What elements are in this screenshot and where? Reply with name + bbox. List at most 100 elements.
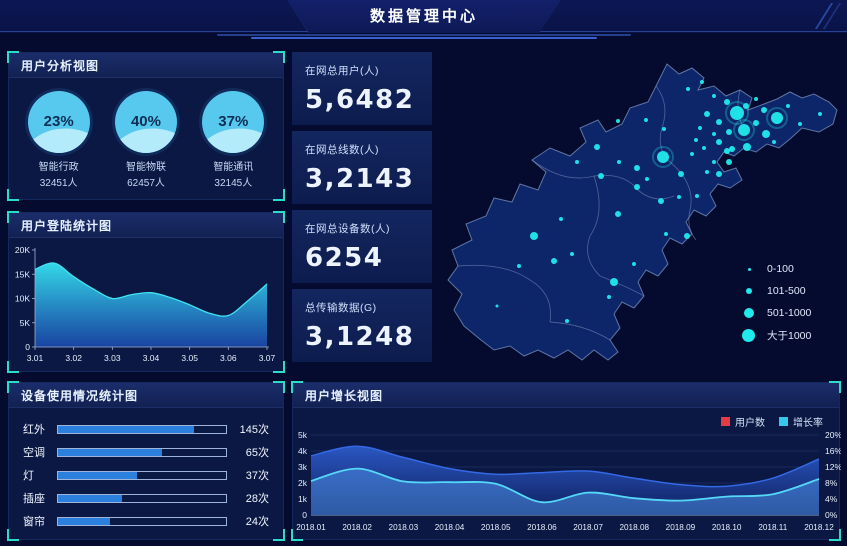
map-dot [700,80,704,84]
map-dot [616,119,620,123]
axis-label: 4% [825,494,838,504]
map-dot [634,165,640,171]
map-dot [818,112,822,116]
map-dot [754,97,758,101]
liquid-gauge: 23% 智能行政 32451人 [17,91,101,191]
map-dot [658,198,664,204]
axis-label: 2018.07 [573,523,603,532]
map-size-legend: 0-100 101-500 501-1000 大于1000 [742,262,811,342]
device-label: 灯 [23,470,34,482]
axis-label: 2018.10 [712,523,742,532]
axis-label: 2018.03 [389,523,419,532]
map-dot [786,104,790,108]
device-label: 窗帘 [23,516,45,528]
map-dot [677,195,681,199]
map-dot [610,278,618,286]
map-dot [702,146,706,150]
corner-bracket [273,381,285,393]
login-area [35,262,267,347]
map-outline [447,63,838,361]
axis-label: 3.05 [181,353,198,363]
corner-bracket [7,529,19,541]
map-dot-halo [652,146,674,168]
map-dot [724,99,730,105]
corner-bracket [7,361,19,373]
map-dot [615,211,621,217]
map-dot [695,194,699,198]
panel-header: 设备使用情况统计图 [9,383,283,408]
axis-label: 2018.09 [666,523,696,532]
map-dot [559,217,563,221]
map-dot [551,258,557,264]
map-dot [743,143,751,151]
corner-bracket [273,51,285,63]
corner-bracket [273,529,285,541]
device-bar-fill [58,471,137,479]
gauge-label: 智能物联 62457人 [125,162,166,189]
device-bar-track [57,516,227,526]
map-dot [753,120,759,126]
device-label: 红外 [23,424,45,436]
map-dot-halo [733,119,755,141]
legend-item-users[interactable]: 用户数 [721,414,765,429]
panel-user-growth: 用户增长视图 用户数 增长率 0 1k 2k 3k 4k 5k 0% 4% 8% 12% 16% 20… [291,381,841,541]
stat-card: 在网总用户(人) 5,6482 [292,52,432,125]
map-svg [447,63,838,361]
map-dot [617,160,621,164]
axis-label: 5K [20,318,31,328]
axis-label: 2018.02 [342,523,372,532]
device-value: 24次 [245,516,269,528]
corner-bracket [7,381,19,393]
legend-item: 大于1000 [742,328,811,342]
panel-title: 用户登陆统计图 [21,218,113,233]
panel-header: 用户登陆统计图 [9,213,283,238]
axis-label: 2018.12 [804,523,834,532]
dot-icon [744,308,754,318]
panel-device-usage: 设备使用情况统计图 红外 145次 空调 65次灯 37次 插座 28次 窗帘 24次 [7,381,285,541]
axis-label: 1k [298,494,308,504]
map-dot [698,126,702,130]
page-title: 数据管理中心 [369,8,478,25]
legend-item: 101-500 [742,284,811,298]
title-decoration [209,33,639,42]
legend-item-growth-rate[interactable]: 增长率 [779,414,823,429]
region-map [434,44,840,376]
map-dot-halo [725,101,749,125]
growth-rate-legend-swatch-icon [779,417,788,426]
corner-bracket [273,211,285,223]
device-label: 空调 [23,447,45,459]
device-row: 灯 37次 [23,465,269,485]
map-dot [761,107,767,113]
axis-label: 2018.06 [527,523,557,532]
liquid-circle-icon: 23% [27,91,90,153]
axis-label: 3.01 [27,353,44,363]
map-dot [730,106,744,120]
stat-label: 在网总用户(人) [305,65,379,77]
panel-title: 用户增长视图 [305,388,384,403]
map-dot [684,233,690,239]
dot-icon [748,267,751,271]
stat-value: 3,1248 [305,322,415,352]
map-dot [632,262,636,266]
device-bar-list: 红外 145次 空调 65次灯 37次 插座 28次 窗帘 24次 [9,408,283,531]
users-line [310,445,820,488]
stat-card: 在网总线数(人) 3,2143 [292,131,432,204]
device-bar-fill [58,494,122,502]
liquid-circle-icon: 37% [202,91,265,153]
device-value: 37次 [245,470,269,482]
stat-label: 总传输数据(G) [305,302,377,314]
map-dot [678,171,684,177]
axis-label: 8% [825,478,838,488]
axis-label: 15K [15,269,30,279]
map-dot [495,304,499,308]
corner-bracket [273,189,285,201]
stat-label: 在网总线数(人) [305,144,379,156]
axis-label: 3.07 [259,353,276,363]
map-dot [712,160,716,164]
corner-bracket [829,529,841,541]
device-row: 窗帘 24次 [23,511,269,531]
title-banner: 数据管理中心 [287,0,561,33]
corner-bracket [291,381,303,393]
map-dot [716,119,722,125]
corner-bracket [291,529,303,541]
